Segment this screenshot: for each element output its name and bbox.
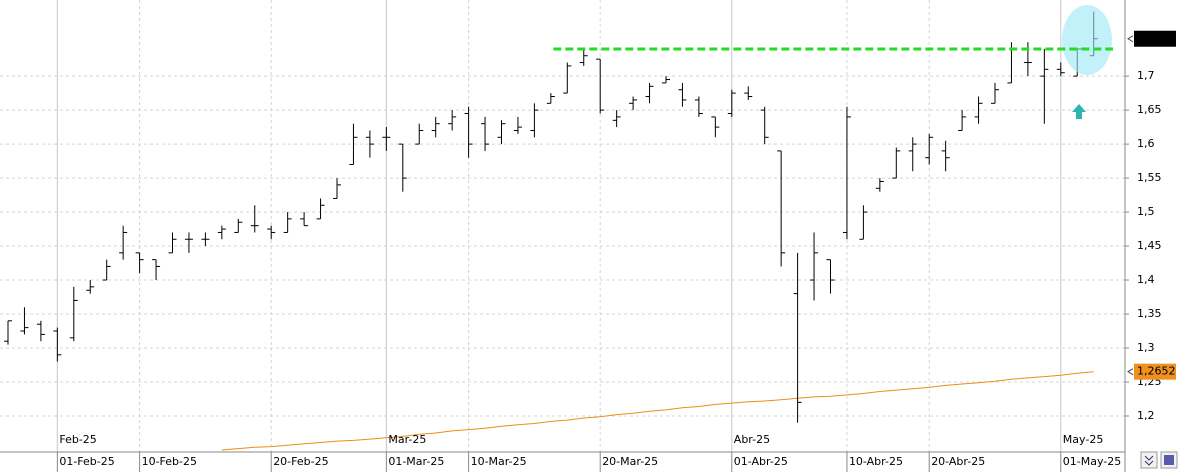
y-tick-label: 1,65 bbox=[1137, 103, 1162, 116]
y-tick-label: 1,3 bbox=[1137, 341, 1155, 354]
month-label: Mar-25 bbox=[388, 433, 426, 446]
price-pointer bbox=[1127, 35, 1134, 43]
price-badge-label: 1,2652 bbox=[1137, 365, 1176, 378]
toolbar bbox=[1140, 451, 1178, 469]
month-label: May-25 bbox=[1063, 433, 1104, 446]
price-badge bbox=[1134, 30, 1176, 47]
y-tick-label: 1,45 bbox=[1137, 239, 1162, 252]
month-label: Feb-25 bbox=[59, 433, 96, 446]
x-tick-label: 01-Abr-25 bbox=[734, 455, 788, 468]
price-pointer bbox=[1127, 368, 1134, 376]
month-label: Abr-25 bbox=[734, 433, 770, 446]
x-tick-label: 10-Abr-25 bbox=[849, 455, 903, 468]
x-tick-label: 10-Feb-25 bbox=[142, 455, 197, 468]
price-badge-label: 1,755 bbox=[1137, 32, 1169, 45]
collapse-icon bbox=[1144, 455, 1154, 466]
y-tick-label: 1,4 bbox=[1137, 273, 1155, 286]
y-tick-label: 1,7 bbox=[1137, 69, 1155, 82]
x-tick-label: 01-Feb-25 bbox=[59, 455, 114, 468]
save-icon bbox=[1164, 455, 1174, 465]
marks bbox=[4, 11, 1098, 451]
y-tick-label: 1,55 bbox=[1137, 171, 1162, 184]
y-tick-label: 1,5 bbox=[1137, 205, 1155, 218]
x-tick-label: 20-Feb-25 bbox=[273, 455, 328, 468]
highlight-ellipse bbox=[1062, 5, 1112, 75]
x-tick-label: 20-Abr-25 bbox=[931, 455, 985, 468]
y-tick-label: 1,2 bbox=[1137, 409, 1155, 422]
grid bbox=[0, 0, 1125, 452]
x-tick-label: 10-Mar-25 bbox=[471, 455, 527, 468]
price-badge bbox=[1134, 363, 1176, 380]
x-tick-label: 01-Mar-25 bbox=[388, 455, 444, 468]
x-tick-label: 01-May-25 bbox=[1063, 455, 1121, 468]
y-tick-label: 1,35 bbox=[1137, 307, 1162, 320]
moving-average-line bbox=[221, 371, 1094, 451]
y-tick-label: 1,6 bbox=[1137, 137, 1155, 150]
up-arrow bbox=[1072, 104, 1086, 119]
x-tick-label: 20-Mar-25 bbox=[602, 455, 658, 468]
